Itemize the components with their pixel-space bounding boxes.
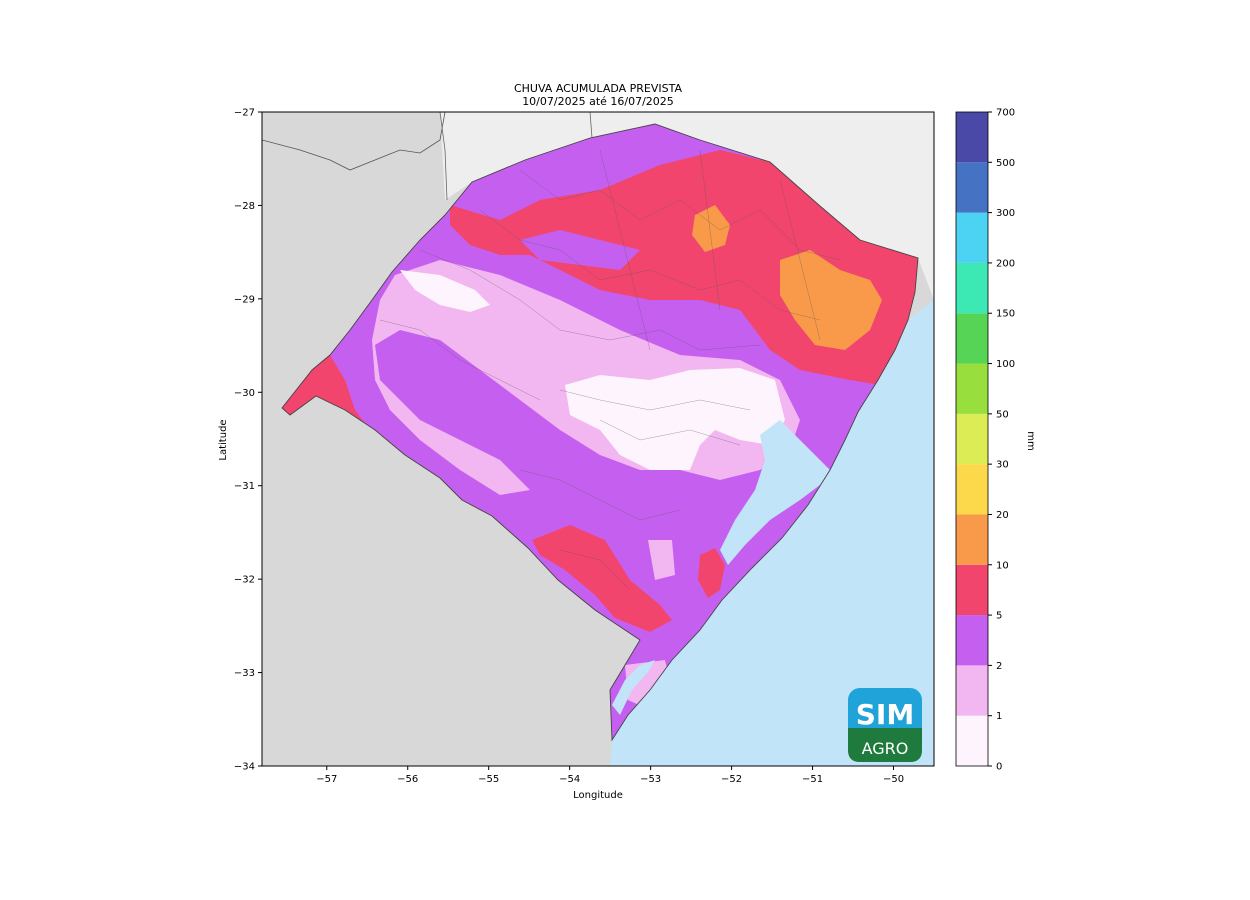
colorbar-level-label: 1 — [996, 711, 1002, 722]
colorbar: 0 1 2 5 10 20 30 50 100 150 200 300 500 700 — [956, 108, 1015, 773]
colorbar-level-label: 20 — [996, 510, 1009, 521]
x-tick-label: −51 — [802, 774, 823, 785]
colorbar-level-label: 2 — [996, 661, 1002, 672]
colorbar-level-label: 50 — [996, 409, 1009, 420]
ocean — [610, 300, 934, 766]
y-tick-label: −33 — [234, 668, 255, 679]
colorbar-level-label: 30 — [996, 460, 1009, 471]
colorbar-level-label: 5 — [996, 611, 1002, 622]
x-tick-label: −55 — [478, 774, 499, 785]
colorbar-unit-label: mm — [1025, 431, 1036, 450]
simagro-logo: SIM AGRO — [848, 688, 922, 762]
colorbar-level-label: 500 — [996, 158, 1015, 169]
colorbar-segment — [956, 514, 988, 565]
y-tick-label: −27 — [234, 108, 255, 119]
colorbar-segment — [956, 615, 988, 666]
svg-text:AGRO: AGRO — [862, 739, 909, 758]
colorbar-segment — [956, 413, 988, 465]
zone-5-10mm-west — [282, 355, 370, 430]
colorbar-segment — [956, 212, 988, 263]
plot-frame — [261, 111, 935, 767]
y-tick-label: −29 — [234, 294, 255, 305]
map-subtitle: 10/07/2025 até 16/07/2025 — [522, 95, 674, 108]
colorbar-segment — [956, 313, 988, 364]
border-line — [262, 112, 446, 171]
colorbar-level-label: 300 — [996, 208, 1015, 219]
y-tick-label: −30 — [234, 388, 255, 399]
colorbar-segment — [956, 162, 988, 213]
x-axis: −57 −56 −55 −54 −53 −52 −51 −50 — [316, 766, 904, 785]
colorbar-segment — [956, 715, 988, 766]
colorbar-segment — [956, 665, 988, 716]
map-area — [262, 112, 934, 766]
zone-5-10mm-southeast — [698, 548, 725, 598]
y-tick-label: −32 — [234, 575, 255, 586]
colorbar-segment — [956, 464, 988, 515]
svg-text:SIM: SIM — [856, 698, 914, 731]
border-line-2 — [439, 112, 448, 201]
zone-10-20mm-a — [692, 205, 730, 252]
zone-2-5mm-north-band — [520, 230, 640, 270]
map-title: CHUVA ACUMULADA PREVISTA — [513, 82, 683, 95]
border-line-3 — [589, 112, 593, 139]
neighbor-land-north — [440, 112, 934, 300]
x-tick-label: −52 — [721, 774, 742, 785]
state-outline — [281, 123, 919, 742]
colorbar-segment — [956, 262, 988, 314]
colorbar-frame — [955, 111, 989, 767]
y-axis: −27 −28 −29 −30 −31 −32 −33 −34 — [234, 108, 262, 773]
y-axis-label: Latitude — [218, 419, 229, 460]
colorbar-level-label: 100 — [996, 359, 1015, 370]
lagoa-dos-patos — [720, 420, 830, 565]
x-tick-label: −50 — [883, 774, 904, 785]
colorbar-level-label: 700 — [996, 108, 1015, 119]
x-tick-label: −57 — [316, 774, 337, 785]
colorbar-segment — [956, 112, 988, 163]
lagoa-mirim — [612, 660, 655, 715]
x-tick-label: −53 — [640, 774, 661, 785]
zone-0-1mm-north — [400, 270, 490, 312]
colorbar-level-label: 200 — [996, 258, 1015, 269]
colorbar-level-label: 0 — [996, 762, 1002, 773]
zone-0-1mm-central — [565, 368, 785, 470]
y-tick-label: −31 — [234, 481, 255, 492]
colorbar-segment — [956, 363, 988, 414]
municipal-boundaries — [379, 149, 841, 591]
x-tick-label: −56 — [397, 774, 418, 785]
colorbar-level-label: 10 — [996, 560, 1009, 571]
y-tick-label: −34 — [234, 762, 255, 773]
colorbar-segment — [956, 564, 988, 616]
x-tick-label: −54 — [559, 774, 580, 785]
y-tick-label: −28 — [234, 201, 255, 212]
zone-10-20mm-b — [780, 250, 882, 350]
x-axis-label: Longitude — [573, 790, 623, 801]
colorbar-level-label: 150 — [996, 309, 1015, 320]
zone-1-2mm-small — [648, 540, 675, 580]
